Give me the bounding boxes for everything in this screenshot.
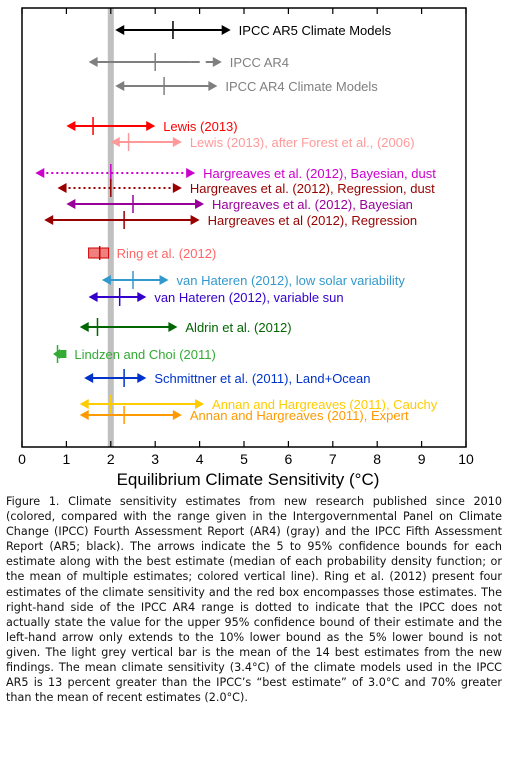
lower-bound-arrow — [84, 373, 94, 383]
upper-bound-arrow — [208, 81, 218, 91]
lower-bound-arrow — [79, 322, 89, 332]
x-tick-label: 8 — [373, 451, 381, 467]
x-tick-label: 3 — [151, 451, 159, 467]
upper-bound-arrow — [195, 399, 205, 409]
x-tick-label: 6 — [285, 451, 293, 467]
upper-bound-arrow — [212, 57, 222, 67]
lower-bound-arrow — [101, 275, 111, 285]
lower-bound-arrow — [79, 399, 89, 409]
upper-bound-arrow — [172, 183, 182, 193]
estimate-label: Lewis (2013), after Forest et al., (2006… — [190, 135, 415, 150]
upper-bound-arrow — [159, 275, 169, 285]
estimate-label: IPCC AR5 Climate Models — [239, 23, 392, 38]
estimate-label: Aldrin et al. (2012) — [185, 320, 291, 335]
upper-bound-arrow — [168, 322, 178, 332]
lower-bound-arrow — [57, 183, 67, 193]
lower-bound-arrow — [44, 215, 54, 225]
estimate-label: Schmittner et al. (2011), Land+Ocean — [154, 371, 370, 386]
figure-caption: Figure 1. Climate sensitivity estimates … — [6, 495, 502, 705]
lower-bound-arrow — [115, 25, 125, 35]
estimate-label: Hargreaves et al. (2012), Regression, du… — [190, 181, 435, 196]
lower-bound-arrow — [35, 168, 45, 178]
estimate-label: van Hateren (2012), low solar variabilit… — [177, 273, 406, 288]
upper-bound-arrow — [190, 215, 200, 225]
lower-bound-arrow — [115, 81, 125, 91]
estimate-box — [88, 247, 110, 259]
mean-reference-bar — [107, 8, 114, 447]
lower-bound-arrow — [79, 410, 89, 420]
estimate-label: Hargreaves et al. (2012), Bayesian — [212, 197, 413, 212]
lower-bound-arrow — [66, 199, 76, 209]
x-tick-label: 1 — [63, 451, 71, 467]
upper-bound-arrow — [172, 410, 182, 420]
lower-bound-arrow — [110, 137, 120, 147]
x-tick-label: 2 — [107, 451, 115, 467]
estimate-label: Ring et al. (2012) — [117, 246, 217, 261]
x-tick-label: 10 — [458, 451, 474, 467]
upper-bound-arrow — [186, 168, 196, 178]
interval-body — [60, 350, 67, 358]
x-tick-label: 0 — [18, 451, 26, 467]
lower-bound-arrow — [88, 292, 98, 302]
x-axis-label: Equilibrium Climate Sensitivity (°C) — [117, 470, 380, 489]
estimate-label: Lewis (2013) — [163, 119, 237, 134]
estimate-label: Annan and Hargreaves (2011), Expert — [190, 408, 409, 423]
upper-bound-arrow — [195, 199, 205, 209]
estimate-label: Hargreaves et al (2012), Regression — [208, 213, 418, 228]
x-tick-label: 5 — [240, 451, 248, 467]
lower-bound-arrow — [88, 57, 98, 67]
upper-bound-arrow — [137, 292, 147, 302]
lower-bound-arrow — [66, 121, 76, 131]
x-tick-label: 9 — [418, 451, 426, 467]
lower-bound-arrow — [53, 349, 61, 359]
estimate-label: IPCC AR4 — [230, 55, 289, 70]
x-tick-label: 4 — [196, 451, 204, 467]
estimate-label: Hargreaves et al. (2012), Bayesian, dust — [203, 166, 436, 181]
climate-sensitivity-chart: 0 1 2 3 4 5 6 7 8 9 10 Equilibrium Climate Sensitiv… — [18, 7, 474, 489]
estimate-label: Lindzen and Choi (2011) — [74, 347, 215, 362]
estimate-label: Annan and Hargreaves (2011), Cauchy — [212, 397, 438, 412]
upper-bound-arrow — [172, 137, 182, 147]
upper-bound-arrow — [146, 121, 156, 131]
x-tick-label: 7 — [329, 451, 337, 467]
estimate-label: IPCC AR4 Climate Models — [225, 79, 378, 94]
estimate-label: van Hateren (2012), variable sun — [154, 290, 343, 305]
upper-bound-arrow — [137, 373, 147, 383]
upper-bound-arrow — [221, 25, 231, 35]
